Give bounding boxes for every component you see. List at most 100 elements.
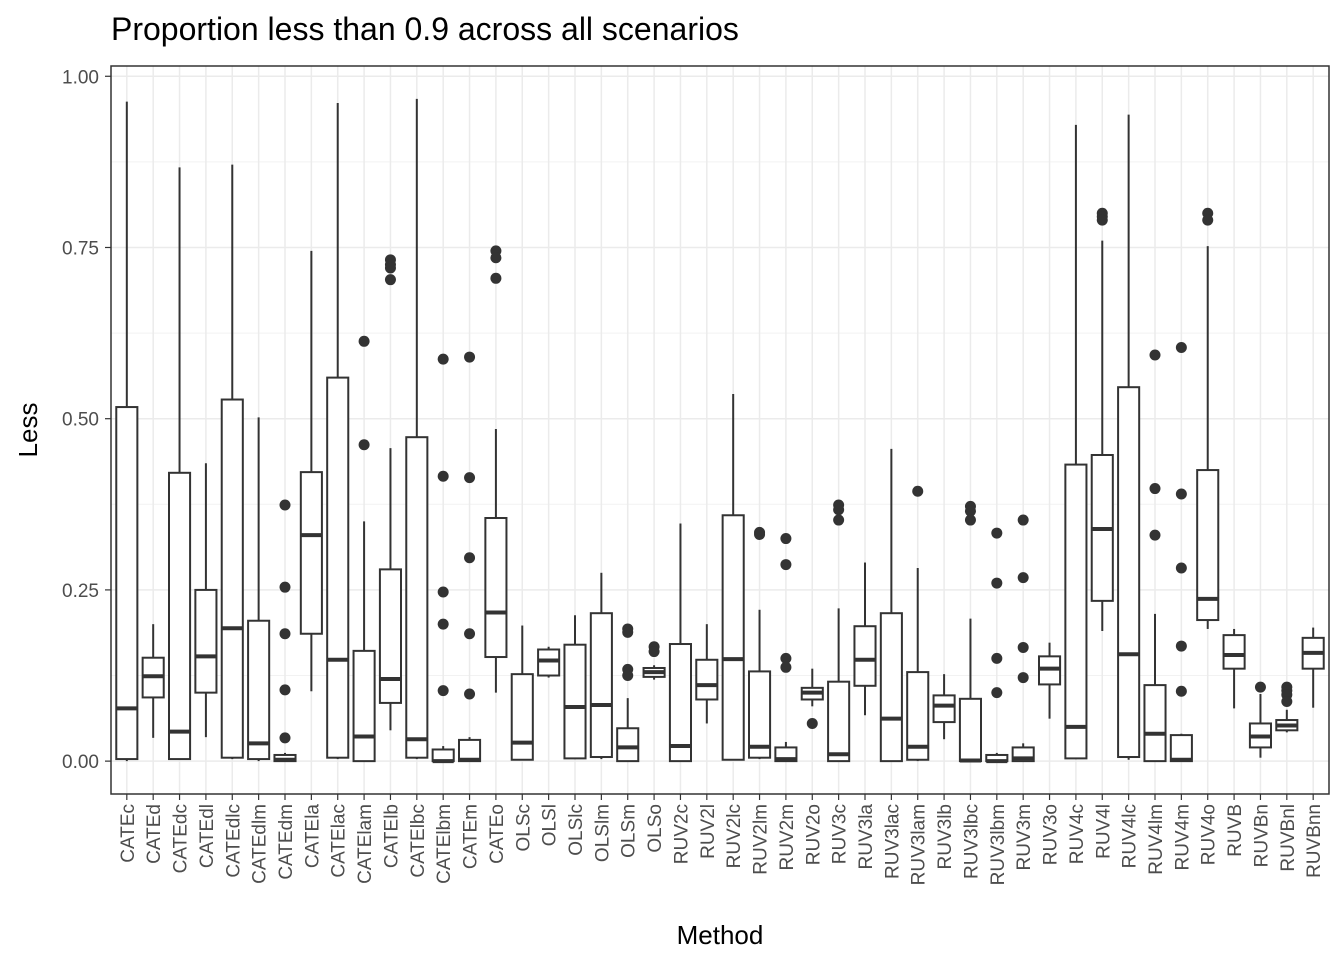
x-tick-label: CATEdlc (223, 804, 244, 878)
x-tick-label: RUV3la (856, 804, 877, 870)
x-tick-label: RUV4lm (1146, 804, 1167, 875)
x-tick-label: CATEo (487, 804, 508, 864)
box (194, 588, 218, 694)
outlier (490, 252, 502, 264)
x-tick-label: RUV3lbm (988, 804, 1009, 885)
outlier (780, 533, 792, 545)
x-tick-label: RUV3c (830, 804, 851, 864)
outlier (1175, 562, 1187, 574)
outlier (780, 559, 792, 571)
box (563, 643, 587, 760)
box (589, 612, 613, 759)
box (1117, 386, 1141, 759)
box (668, 643, 693, 763)
x-tick-label: RUV3lam (909, 804, 930, 885)
outlier (991, 687, 1003, 699)
x-tick-label: CATElac (329, 804, 350, 878)
outlier (964, 505, 976, 517)
x-axis-title: Method (677, 920, 764, 950)
box (352, 649, 376, 763)
x-tick-label: OLSm (619, 804, 640, 858)
outlier (358, 439, 370, 451)
outlier (991, 652, 1003, 664)
x-tick-label: RUV4c (1067, 804, 1088, 864)
x-tick-label: CATElam (355, 804, 376, 884)
x-tick-label: OLSlm (592, 804, 613, 862)
outlier (464, 472, 476, 484)
box (168, 471, 192, 761)
outlier (1017, 514, 1029, 526)
box (853, 625, 877, 687)
outlier (437, 618, 449, 630)
outlier (437, 353, 449, 365)
outlier (622, 626, 634, 638)
outlier (384, 262, 396, 274)
outlier (1175, 488, 1187, 500)
outlier (622, 670, 634, 682)
outlier (1017, 572, 1029, 584)
outlier (1175, 685, 1187, 697)
x-tick-label: RUV4o (1199, 804, 1220, 865)
outlier (754, 528, 766, 540)
x-tick-label: OLSl (540, 804, 561, 846)
x-tick-label: RUV2lm (751, 804, 772, 875)
box (378, 568, 402, 704)
x-tick-label: RUV3lb (935, 804, 956, 869)
x-tick-label: CATEm (461, 804, 482, 869)
outlier (1149, 529, 1161, 541)
outlier (1017, 641, 1029, 653)
panel-border (110, 65, 1330, 795)
outlier (1096, 214, 1108, 226)
x-tick-label: RUV2o (803, 804, 824, 865)
x-tick-label: RUV2lc (724, 804, 745, 868)
box (115, 406, 139, 761)
x-tick-label: CATEc (118, 804, 139, 863)
x-tick-label: OLSc (513, 804, 534, 852)
x-tick-label: RUV3lac (882, 804, 903, 879)
x-tick-label: CATEd (144, 804, 165, 864)
box (958, 697, 983, 763)
y-tick-label: 0.50 (62, 410, 99, 431)
box (537, 648, 561, 677)
outlier (648, 646, 660, 658)
x-tick-label: RUV2m (777, 804, 798, 871)
x-tick-label: OLSo (645, 804, 666, 853)
y-tick-label: 0.75 (62, 238, 99, 259)
x-tick-label: RUVBn (1251, 804, 1272, 867)
x-tick-label: RUV3m (1014, 804, 1035, 871)
outlier (279, 581, 291, 593)
outlier (464, 552, 476, 564)
y-tick-label: 1.00 (62, 67, 99, 88)
box (299, 471, 323, 635)
x-tick-label: CATEla (302, 804, 323, 868)
outlier (358, 335, 370, 347)
box (932, 694, 956, 724)
x-tick-label: CATEdl (197, 804, 218, 868)
outlier (806, 717, 818, 729)
outlier (490, 272, 502, 284)
box (484, 517, 508, 659)
x-tick-label: CATEdc (171, 804, 192, 873)
x-tick-label: RUV4lc (1120, 804, 1141, 868)
outlier (1175, 341, 1187, 353)
x-tick-label: CATEdm (276, 804, 297, 880)
outlier (1017, 672, 1029, 684)
outlier (464, 628, 476, 640)
box (748, 670, 772, 759)
box (721, 514, 745, 761)
box (1196, 469, 1220, 622)
outlier (437, 586, 449, 598)
box (1064, 463, 1088, 760)
outlier (833, 504, 845, 516)
chart-title: Proportion less than 0.9 across all scen… (111, 11, 739, 47)
outlier (912, 485, 924, 497)
y-tick-label: 0.00 (62, 752, 99, 773)
outlier (1254, 681, 1266, 693)
outlier (437, 470, 449, 482)
x-tick-label: RUVBnn (1304, 804, 1325, 878)
outlier (780, 661, 792, 673)
x-tick-label: RUVBnl (1278, 804, 1299, 872)
box (827, 680, 851, 763)
x-tick-label: OLSlc (566, 804, 587, 856)
